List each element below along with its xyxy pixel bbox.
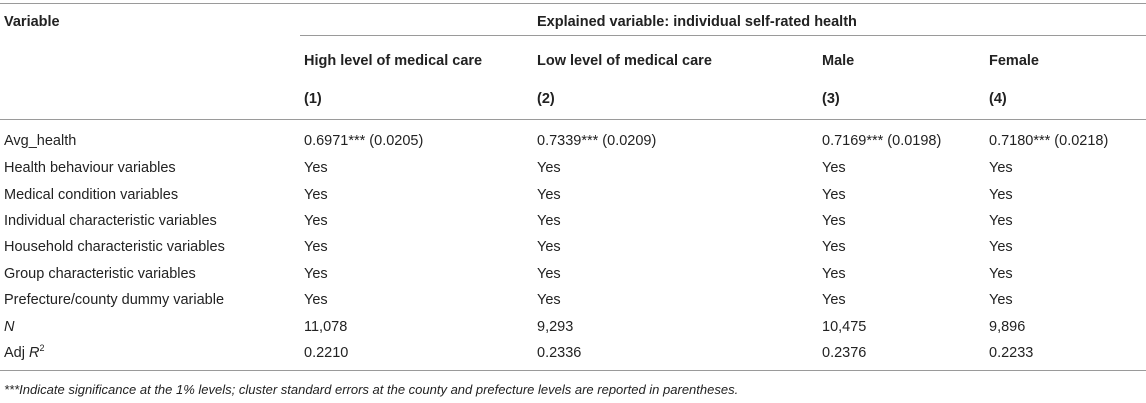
table-cell: Yes [537,213,561,229]
table-cell: Yes [537,160,561,176]
r-superscript: 2 [39,343,45,353]
table-cell: 0.2336 [537,345,582,361]
table-cell: Yes [537,187,561,203]
r-symbol: R [29,345,40,361]
table-cell: 11,078 [304,319,348,335]
header-rule [0,119,1146,120]
column-header-4: Female [989,53,1039,69]
table-cell: Yes [989,187,1013,203]
table-cell: Yes [304,213,328,229]
row-label: Avg_health [4,133,77,149]
table-cell: 0.2233 [989,345,1034,361]
table-cell: 0.2376 [822,345,867,361]
table-cell: 0.2210 [304,345,349,361]
row-label: Group characteristic variables [4,266,196,282]
table-cell: Yes [822,239,846,255]
table-cell: Yes [822,187,846,203]
row-label: Household characteristic variables [4,239,225,255]
column-header-3: Male [822,53,855,69]
table-cell: Yes [304,292,328,308]
row-label: Health behaviour variables [4,160,176,176]
column-number-1: (1) [304,91,322,107]
table-cell: Yes [989,160,1013,176]
table-cell: Yes [537,266,561,282]
column-header-2: Low level of medical care [537,53,712,69]
column-number-3: (3) [822,91,840,107]
adj-prefix: Adj [4,345,29,361]
table-cell: 0.6971*** (0.0205) [304,133,424,149]
table-cell: 9,293 [537,319,574,335]
table-cell: Yes [989,266,1013,282]
column-header-1: High level of medical care [304,53,483,69]
table-cell: Yes [304,239,328,255]
table-cell: Yes [304,266,328,282]
table-cell: Yes [989,239,1013,255]
bottom-rule [0,370,1146,371]
column-number-2: (2) [537,91,555,107]
table-cell: 0.7180*** (0.0218) [989,133,1109,149]
row-label: N [4,319,15,335]
table-cell: Yes [822,292,846,308]
top-rule [0,3,1146,4]
header-variable: Variable [4,14,60,30]
table-cell: Yes [989,292,1013,308]
table-cell: 0.7169*** (0.0198) [822,133,942,149]
column-number-4: (4) [989,91,1007,107]
table-cell: 0.7339*** (0.0209) [537,133,657,149]
table-cell: Yes [822,160,846,176]
row-label-adj-r2: Adj R2 [4,344,45,362]
table-cell: Yes [537,292,561,308]
table-footnote: ***Indicate significance at the 1% level… [4,382,739,397]
table-cell: Yes [304,160,328,176]
table-cell: Yes [989,213,1013,229]
table-cell: Yes [537,239,561,255]
table-cell: Yes [822,266,846,282]
explained-rule [300,35,1146,36]
table-cell: 9,896 [989,319,1026,335]
table-cell: 10,475 [822,319,867,335]
row-label: Medical condition variables [4,187,179,203]
row-label: Prefecture/county dummy variable [4,292,225,308]
row-label: Individual characteristic variables [4,213,217,229]
table-cell: Yes [304,187,328,203]
header-explained: Explained variable: individual self-rate… [537,14,857,30]
table-cell: Yes [822,213,846,229]
